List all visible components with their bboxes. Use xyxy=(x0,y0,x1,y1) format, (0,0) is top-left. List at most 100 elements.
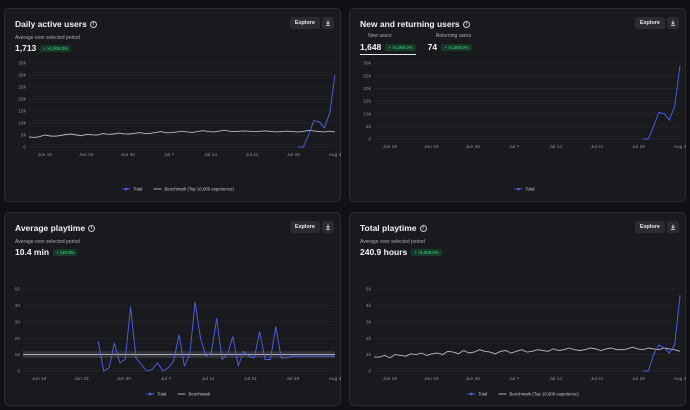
card-title: Daily active users i xyxy=(15,19,97,29)
card-title: Total playtime i xyxy=(360,223,427,233)
legend-label: Benchmark (Top 10,000 experience) xyxy=(510,392,580,397)
metric-value: 1,713 xyxy=(15,43,37,53)
y-tick-label: 0 xyxy=(368,137,371,143)
y-tick-label: 20 xyxy=(15,336,21,342)
metric-value: 10.4 min xyxy=(15,247,50,257)
download-button[interactable] xyxy=(322,17,334,29)
x-tick-label: Jun 23 xyxy=(424,376,439,382)
x-tick-label: Aug 4 xyxy=(674,144,687,150)
series-line-benchmark xyxy=(28,129,336,138)
y-tick-label: 50 xyxy=(15,287,21,293)
y-tick-label: 4k xyxy=(366,303,372,309)
x-tick-label: Jun 30 xyxy=(466,376,481,382)
metric-value: 74 xyxy=(427,42,438,52)
change-badge: + >1,000.0% xyxy=(411,248,442,256)
x-tick-label: Jun 30 xyxy=(121,152,136,158)
y-tick-label: 0 xyxy=(23,145,26,151)
info-icon[interactable]: i xyxy=(462,20,470,28)
tab-new-users[interactable]: New users 1,648 + >1,000.0% xyxy=(360,33,416,55)
y-tick-label: 40 xyxy=(15,303,21,309)
x-tick-label: Jul 28 xyxy=(632,144,645,150)
explore-button[interactable]: Explore xyxy=(289,17,320,29)
x-tick-label: Aug 4 xyxy=(329,152,342,158)
x-tick-label: Jun 16 xyxy=(383,376,398,382)
y-tick-label: 15k xyxy=(18,109,26,115)
y-tick-label: 10k xyxy=(363,111,371,117)
y-tick-label: 15k xyxy=(363,99,371,105)
explore-button[interactable]: Explore xyxy=(634,17,665,29)
legend-marker xyxy=(517,187,520,191)
legend-marker xyxy=(469,392,473,396)
x-tick-label: Jul 7 xyxy=(509,376,519,382)
y-tick-label: 5k xyxy=(21,133,27,139)
info-icon[interactable]: i xyxy=(89,20,97,28)
series-line-total xyxy=(298,74,336,148)
info-icon[interactable]: i xyxy=(419,224,427,232)
explore-button[interactable]: Explore xyxy=(634,221,665,233)
x-tick-label: Jul 28 xyxy=(287,152,300,158)
change-badge: + 120.9% xyxy=(53,248,78,256)
daily-active-users-card: Daily active users i Explore Average ove… xyxy=(4,8,342,202)
x-tick-label: Jul 7 xyxy=(509,144,519,150)
x-tick-label: Jun 30 xyxy=(116,376,131,382)
average-playtime-card: Average playtime i Explore Average over … xyxy=(4,212,342,406)
card-title: Average playtime i xyxy=(15,223,96,233)
download-button[interactable] xyxy=(322,221,334,233)
total-playtime-card: Total playtime i Explore Average over se… xyxy=(349,212,687,406)
y-tick-label: 30k xyxy=(18,73,26,79)
x-tick-label: Jul 21 xyxy=(591,376,604,382)
download-button[interactable] xyxy=(667,17,679,29)
change-badge: + >1,000.0% xyxy=(385,43,416,51)
y-tick-label: 35k xyxy=(18,61,26,67)
y-tick-label: 10 xyxy=(15,352,21,358)
legend-label: Benchmark (Top 10,000 experience) xyxy=(165,187,235,192)
avg-playtime-chart: 0 10 20 30 40 50 Jun 16 Jun 23 Jun 30 Jul 7 Jul 14… xyxy=(15,287,342,397)
download-icon xyxy=(326,224,330,230)
x-tick-label: Jun 16 xyxy=(383,144,398,150)
x-tick-label: Aug 4 xyxy=(674,376,687,382)
x-tick-label: Jul 21 xyxy=(246,152,259,158)
x-tick-label: Jul 14 xyxy=(549,376,562,382)
y-tick-label: 20k xyxy=(18,97,26,103)
explore-button[interactable]: Explore xyxy=(289,221,320,233)
info-icon[interactable]: i xyxy=(88,224,96,232)
x-tick-label: Jul 28 xyxy=(286,376,299,382)
download-icon xyxy=(671,20,675,26)
x-tick-label: Jun 16 xyxy=(32,376,47,382)
legend-label: Total xyxy=(478,392,487,397)
series-line-total xyxy=(643,65,681,140)
user-type-tabs: New users 1,648 + >1,000.0% Returning us… xyxy=(360,33,472,55)
change-badge: + >1,000.0% xyxy=(441,43,472,51)
x-tick-label: Jul 28 xyxy=(632,376,645,382)
series-line-benchmark xyxy=(374,346,681,359)
tab-returning-users[interactable]: Returning users 74 + >1,000.0% xyxy=(427,33,472,52)
legend-label: Total xyxy=(157,392,166,397)
y-tick-label: 0 xyxy=(17,369,20,375)
y-tick-label: 5k xyxy=(366,287,372,293)
dau-chart: 0 5k 10k 15k 20k 25k 30k 35k Jun 16 Jun 23 Jun 30 J… xyxy=(18,61,342,192)
x-tick-label: Jul 21 xyxy=(244,376,257,382)
change-badge: + >1,000.0% xyxy=(40,44,71,52)
x-tick-label: Jul 21 xyxy=(591,144,604,150)
y-tick-label: 30 xyxy=(15,319,21,325)
y-tick-label: 2k xyxy=(366,336,372,342)
y-tick-label: 3k xyxy=(366,319,372,325)
download-button[interactable] xyxy=(667,221,679,233)
card-subtitle: Average over selected period xyxy=(360,239,425,245)
new-returning-chart: 0 5k 10k 15k 20k 25k 30k Jun 16 Jun 23 Jun 30 Jul … xyxy=(363,61,687,192)
x-tick-label: Jun 30 xyxy=(466,144,481,150)
y-tick-label: 10k xyxy=(18,121,26,127)
metric-value: 240.9 hours xyxy=(360,247,408,257)
x-tick-label: Jun 16 xyxy=(38,152,53,158)
legend-label: Total xyxy=(525,187,534,192)
legend-marker xyxy=(124,187,128,191)
x-tick-label: Jun 23 xyxy=(74,376,89,382)
y-tick-label: 20k xyxy=(363,86,371,92)
card-title: New and returning users i xyxy=(360,19,470,29)
new-returning-users-card: New and returning users i Explore New us… xyxy=(349,8,687,202)
legend-label: Benchmark xyxy=(189,392,212,397)
y-tick-label: 30k xyxy=(363,61,371,67)
x-tick-label: Jul 7 xyxy=(164,152,174,158)
series-line-total xyxy=(97,301,335,372)
legend-marker xyxy=(148,392,152,396)
